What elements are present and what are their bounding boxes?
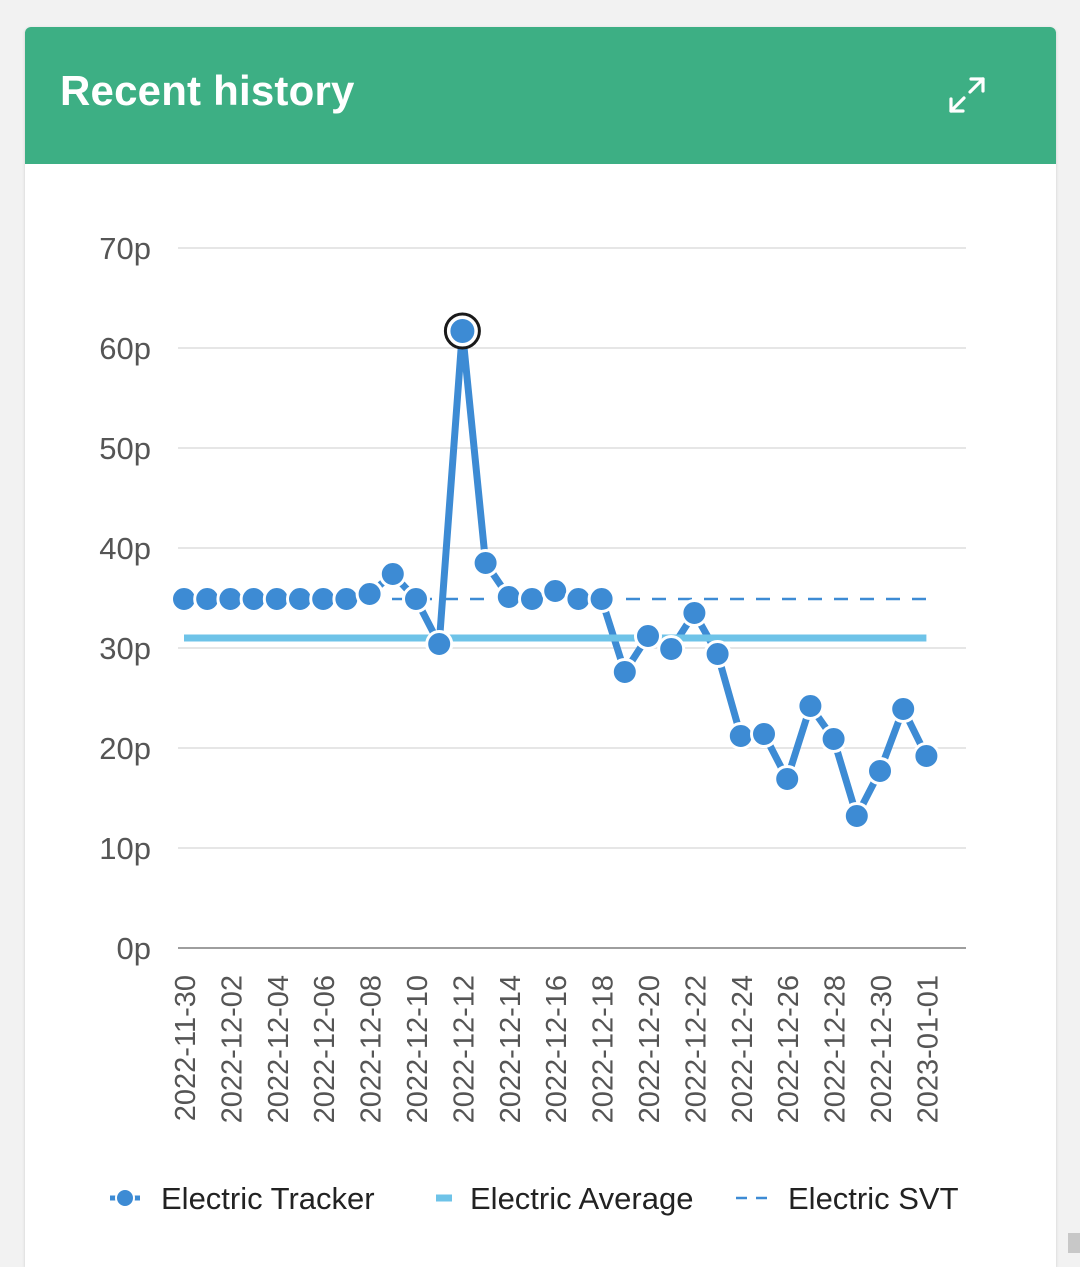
data-point-electric-tracker[interactable] — [170, 585, 198, 613]
data-point-electric-tracker[interactable] — [587, 585, 616, 613]
legend-marker — [115, 1188, 135, 1208]
expand-button[interactable] — [943, 71, 991, 119]
x-tick-label: 2022-12-20 — [634, 975, 666, 1123]
data-point-electric-tracker[interactable] — [425, 630, 454, 658]
x-tick-label: 2022-11-30 — [170, 975, 202, 1121]
y-axis-labels: 0p 10p 20p 30p 40p 50p 60p 70p — [99, 231, 151, 966]
y-tick-label: 20p — [99, 731, 151, 766]
y-tick-label: 0p — [117, 931, 151, 966]
chart-grid — [178, 247, 966, 949]
data-point-electric-tracker[interactable] — [239, 585, 268, 613]
x-tick-label: 2022-12-28 — [820, 975, 852, 1123]
y-tick-label: 50p — [99, 431, 151, 466]
data-point-electric-tracker[interactable] — [912, 742, 941, 770]
data-point-electric-tracker[interactable] — [750, 720, 778, 748]
data-point-electric-tracker[interactable] — [193, 585, 222, 613]
data-point-electric-tracker[interactable] — [842, 802, 871, 830]
data-point-electric-tracker[interactable] — [378, 560, 407, 588]
x-tick-label: 2022-12-06 — [309, 975, 341, 1123]
data-point-electric-tracker[interactable] — [703, 640, 732, 668]
scrollbar-thumb[interactable] — [1068, 1233, 1080, 1253]
y-tick-label: 30p — [99, 631, 151, 666]
series-line-electric-tracker — [184, 327, 930, 820]
data-point-electric-tracker[interactable] — [216, 585, 245, 613]
x-tick-label: 2022-12-24 — [727, 975, 759, 1123]
y-tick-label: 40p — [99, 531, 151, 566]
data-point-electric-tracker[interactable] — [541, 577, 570, 605]
data-point-electric-tracker[interactable] — [471, 549, 500, 577]
data-point-electric-tracker[interactable] — [309, 585, 338, 613]
data-point-electric-tracker[interactable] — [819, 725, 848, 753]
x-tick-label: 2022-12-04 — [263, 975, 295, 1123]
data-point-electric-tracker[interactable] — [332, 585, 361, 613]
legend-label: Electric SVT — [788, 1181, 959, 1216]
data-point-electric-tracker[interactable] — [286, 585, 314, 613]
x-tick-label: 2022-12-18 — [588, 975, 620, 1123]
legend-label: Electric Tracker — [161, 1181, 375, 1216]
legend-item[interactable]: Electric Tracker — [110, 1181, 375, 1216]
chart-legend: Electric Tracker Electric Average Electric… — [110, 1181, 959, 1216]
x-tick-label: 2022-12-16 — [541, 975, 573, 1123]
x-tick-label: 2022-12-26 — [773, 975, 805, 1123]
data-point-electric-tracker[interactable] — [866, 757, 894, 785]
data-point-electric-tracker[interactable] — [518, 585, 546, 613]
expand-icon — [949, 77, 985, 113]
x-tick-label: 2023-01-01 — [912, 975, 944, 1123]
x-tick-label: 2022-12-14 — [495, 975, 527, 1123]
data-point-electric-tracker[interactable] — [680, 599, 709, 627]
data-point-electric-tracker[interactable] — [773, 765, 802, 793]
x-axis-labels: 2022-11-30 2022-12-02 2022-12-04 2022-12-06… — [170, 975, 944, 1123]
legend-label: Electric Average — [470, 1181, 693, 1216]
x-tick-label: 2022-12-10 — [402, 975, 434, 1123]
card-header: Recent history — [25, 27, 1056, 164]
data-point-electric-tracker[interactable] — [610, 658, 639, 686]
data-point-electric-tracker[interactable] — [889, 695, 918, 723]
data-point-electric-tracker[interactable] — [494, 583, 523, 611]
y-tick-label: 10p — [99, 831, 151, 866]
data-point-electric-tracker[interactable] — [262, 585, 291, 613]
y-tick-label: 60p — [99, 331, 151, 366]
data-point-electric-tracker[interactable] — [726, 722, 755, 750]
data-point-electric-tracker[interactable] — [634, 622, 662, 650]
data-point-electric-tracker[interactable] — [402, 585, 430, 613]
data-point-electric-tracker[interactable] — [355, 580, 384, 608]
x-tick-label: 2022-12-08 — [356, 975, 388, 1123]
y-tick-label: 70p — [99, 231, 151, 266]
plot-area — [170, 312, 941, 830]
x-tick-label: 2022-12-30 — [866, 975, 898, 1123]
data-point-electric-tracker[interactable] — [796, 692, 825, 720]
x-tick-label: 2022-12-22 — [680, 975, 712, 1123]
data-point-electric-tracker[interactable] — [450, 319, 475, 343]
card-title: Recent history — [60, 67, 355, 114]
legend-item[interactable]: Electric SVT — [736, 1181, 959, 1216]
data-point-electric-tracker[interactable] — [657, 635, 686, 663]
x-tick-label: 2022-12-02 — [216, 975, 248, 1123]
legend-item[interactable]: Electric Average — [436, 1181, 693, 1216]
data-point-electric-tracker[interactable] — [564, 585, 593, 613]
x-tick-label: 2022-12-12 — [448, 975, 480, 1123]
